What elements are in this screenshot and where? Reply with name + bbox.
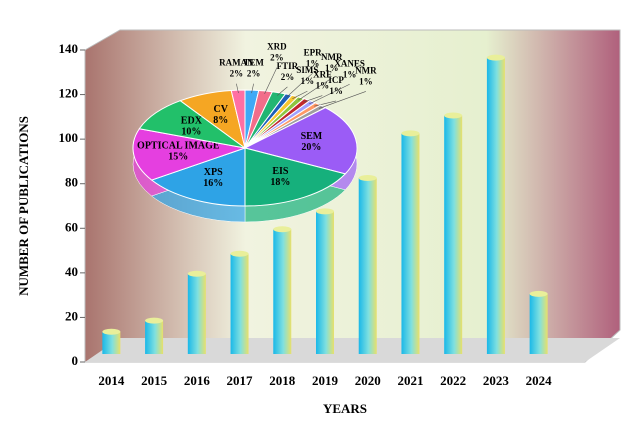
pie-value-label: 16%	[203, 178, 223, 189]
bar-cap	[401, 130, 420, 137]
leader-line	[236, 83, 239, 94]
pie-value-label: 18%	[270, 177, 290, 188]
bar-cap	[316, 208, 334, 215]
bar	[316, 211, 334, 354]
pie-label: EPR	[304, 47, 323, 57]
leader-line	[314, 100, 337, 107]
leader-line	[264, 67, 278, 94]
pie-value-label: 20%	[301, 142, 321, 153]
leader-line	[298, 77, 332, 101]
y-axis-label: NUMBER OF PUBLICATIONS	[16, 116, 31, 296]
y-tick-label: 140	[59, 41, 79, 56]
pie-value-label: 2%	[230, 69, 244, 79]
leader-line	[251, 83, 254, 94]
x-tick-label: 2024	[526, 373, 553, 388]
pie-label: XRF	[313, 70, 332, 80]
bar	[529, 293, 548, 354]
bar-cap	[486, 54, 505, 61]
pie-slice	[243, 107, 358, 175]
pie-value-label: 1%	[325, 63, 339, 73]
bar	[273, 229, 292, 354]
pie-value-label: 1%	[343, 69, 357, 79]
floor	[85, 338, 620, 362]
bar-cap	[444, 112, 463, 119]
pie-value-label: 1%	[329, 86, 343, 96]
x-tick-label: 2019	[312, 373, 339, 388]
bar	[145, 320, 164, 354]
x-tick-label: 2022	[440, 373, 466, 388]
x-axis-label: YEARS	[323, 401, 367, 416]
bar-cap	[273, 226, 292, 233]
bar-cap	[358, 174, 377, 181]
pie-value-label: 1%	[306, 58, 320, 68]
bar	[358, 177, 377, 354]
bar-cap	[230, 250, 249, 257]
leader-line	[286, 72, 313, 98]
bar	[230, 253, 249, 354]
y-tick-label: 80	[65, 175, 78, 190]
pie-label: EDX	[181, 115, 203, 126]
pie-value-label: 2%	[247, 69, 261, 79]
pie-value-label: 10%	[181, 126, 201, 137]
leader-line	[318, 91, 366, 109]
pie-slice	[150, 147, 246, 207]
x-tick-label: 2014	[98, 373, 125, 388]
bar	[102, 331, 121, 354]
y-tick-label: 100	[59, 130, 79, 145]
pie-label: CV	[213, 104, 228, 115]
pie-value-label: 2%	[270, 53, 284, 63]
x-tick-label: 2017	[227, 373, 254, 388]
bar	[486, 57, 505, 354]
pie-label: XANES	[334, 58, 365, 68]
x-tick-label: 2016	[184, 373, 211, 388]
pie-slice	[244, 147, 347, 207]
bar-cap	[529, 290, 548, 297]
x-tick-label: 2021	[397, 373, 423, 388]
y-tick-label: 0	[72, 353, 79, 368]
pie-label: XRD	[267, 42, 287, 52]
pie-label: SIMS	[296, 65, 318, 75]
pie-label: SEM	[301, 131, 323, 142]
pie-label: XPS	[204, 167, 223, 178]
leader-line	[303, 95, 323, 103]
pie-label: NMR	[321, 52, 343, 62]
bar	[187, 273, 206, 354]
y-tick-label: 40	[65, 264, 78, 279]
pie-label: NMR	[355, 66, 377, 76]
bar	[401, 133, 420, 354]
pie-label: OPTICAL IMAGE	[137, 141, 220, 152]
x-tick-label: 2023	[483, 373, 510, 388]
pie-value-label: 8%	[213, 115, 228, 126]
bar-cap	[187, 270, 206, 277]
bar	[444, 115, 463, 355]
pie-label: ICP	[328, 75, 344, 85]
x-tick-label: 2020	[355, 373, 381, 388]
y-tick-label: 120	[59, 86, 79, 101]
y-tick-label: 20	[65, 308, 78, 323]
pie-value-label: 1%	[301, 76, 315, 86]
pie-label: TEM	[243, 58, 264, 68]
pie-label: RAMAN	[219, 58, 254, 68]
bar-cap	[102, 328, 121, 335]
pie-label: FTIR	[277, 61, 299, 71]
leader-line	[292, 90, 308, 99]
bar-cap	[145, 317, 164, 324]
pie-value-label: 2%	[281, 72, 295, 82]
pie-label: EIS	[272, 166, 289, 177]
x-tick-label: 2015	[141, 373, 168, 388]
pie-value-label: 1%	[359, 77, 373, 87]
x-tick-label: 2018	[269, 373, 296, 388]
pie-value-label: 1%	[316, 81, 330, 91]
leader-line	[277, 86, 288, 96]
leader-line	[308, 83, 350, 105]
pie-value-label: 15%	[168, 152, 188, 163]
pie-slice	[132, 128, 247, 181]
y-tick-label: 60	[65, 219, 78, 234]
